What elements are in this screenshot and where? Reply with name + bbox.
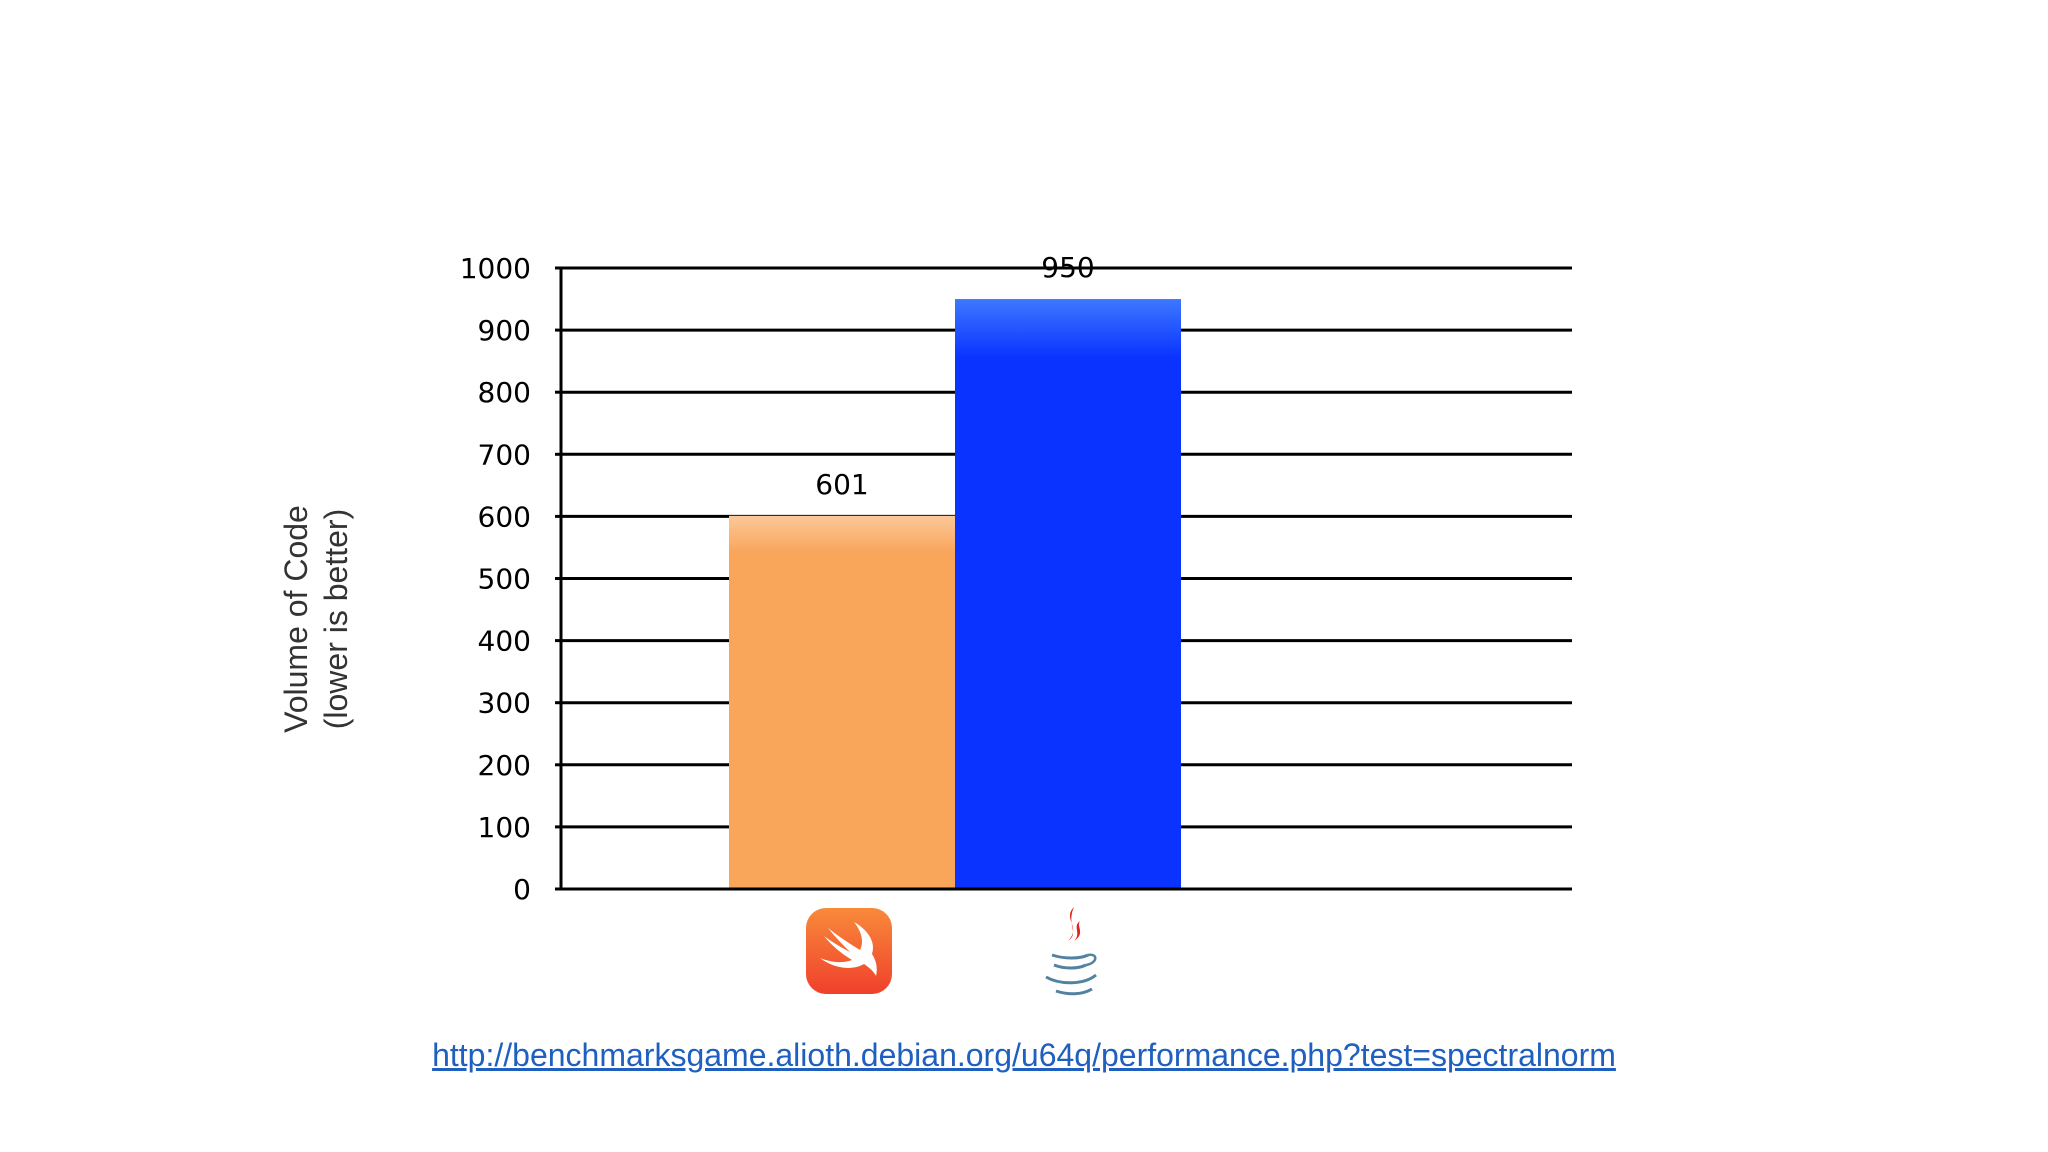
y-tick-label: 900 — [478, 314, 531, 347]
source-link[interactable]: http://benchmarksgame.alioth.debian.org/… — [432, 1037, 1616, 1073]
y-tick-label: 300 — [478, 687, 531, 720]
axes — [555, 266, 1572, 891]
y-tick-label: 1000 — [460, 252, 531, 285]
bar-swift — [729, 515, 955, 889]
y-tick-label: 0 — [513, 873, 531, 906]
data-label-java: 950 — [1041, 251, 1094, 284]
y-tick-label: 100 — [478, 811, 531, 844]
y-axis-label-line-1: Volume of Code — [278, 505, 314, 733]
data-label-swift: 601 — [815, 468, 868, 501]
swift-icon — [806, 908, 892, 994]
y-tick-label: 500 — [478, 563, 531, 596]
y-tick-label: 600 — [478, 500, 531, 533]
y-tick-label: 700 — [478, 438, 531, 471]
java-icon — [1036, 903, 1106, 1003]
y-axis-label: Volume of Code (lower is better) — [276, 505, 356, 733]
bar-java — [955, 299, 1181, 889]
y-axis-label-line-2: (lower is better) — [318, 508, 354, 730]
y-tick-label: 200 — [478, 749, 531, 782]
y-tick-label: 400 — [478, 625, 531, 658]
y-tick-label: 800 — [478, 376, 531, 409]
bars — [729, 299, 1181, 889]
labels: 0 100 200 300 400 500 600 700 800 900 1000 601 950 — [460, 251, 1095, 906]
